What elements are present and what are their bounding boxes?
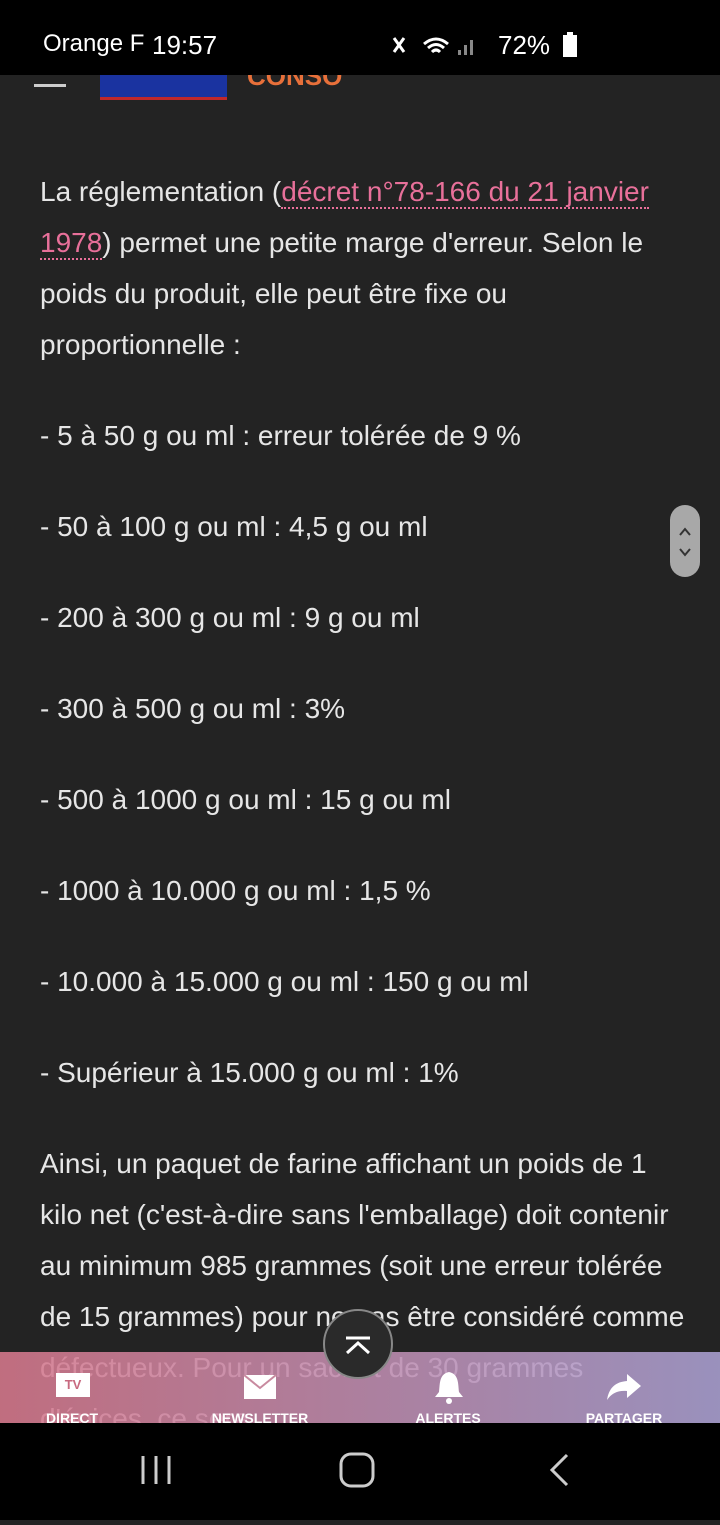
- list-item: - 1000 à 10.000 g ou ml : 1,5 %: [40, 875, 431, 906]
- tolerance-list: - 5 à 50 g ou ml : erreur tolérée de 9 %…: [40, 410, 685, 1098]
- intro-paragraph: La réglementation (décret n°78-166 du 21…: [40, 166, 685, 370]
- list-item: - 5 à 50 g ou ml : erreur tolérée de 9 %: [40, 420, 521, 451]
- menu-icon[interactable]: [34, 84, 66, 87]
- carrier: Orange F: [43, 30, 145, 57]
- list-item: - Supérieur à 15.000 g ou ml : 1%: [40, 1057, 459, 1088]
- nav-label[interactable]: DIRECT: [45, 1410, 99, 1423]
- list-item: - 200 à 300 g ou ml : 9 g ou ml: [40, 602, 420, 633]
- clock: 19:57: [152, 30, 218, 60]
- decree-link[interactable]: décret n°78-166 du 21 janvier 1978: [40, 176, 649, 260]
- section-name: CONSO: [247, 75, 343, 91]
- list-item: - 50 à 100 g ou ml : 4,5 g ou ml: [40, 511, 428, 542]
- recents-button[interactable]: [141, 1456, 171, 1484]
- battery-icon: [563, 32, 577, 57]
- app-header: CONSO: [0, 75, 720, 100]
- mail-icon[interactable]: [243, 1374, 277, 1400]
- list-item: - 500 à 1000 g ou ml : 15 g ou ml: [40, 784, 451, 815]
- scroll-handle[interactable]: [670, 505, 700, 577]
- list-item: - 300 à 500 g ou ml : 3%: [40, 693, 346, 724]
- text: ) permet une petite marge d'erreur. Selo…: [40, 227, 644, 360]
- logo[interactable]: [100, 75, 227, 100]
- battery-level: 72%: [498, 30, 551, 60]
- home-button[interactable]: [339, 1452, 375, 1488]
- status-bar: Orange F 19:57 72%: [0, 0, 720, 75]
- nav-label[interactable]: NEWSLETTER: [211, 1410, 309, 1423]
- nav-label[interactable]: PARTAGER: [585, 1410, 663, 1423]
- article-body: La réglementation (décret n°78-166 du 21…: [40, 166, 685, 1444]
- tv-icon[interactable]: TV: [55, 1372, 91, 1404]
- system-nav: [0, 1423, 720, 1520]
- back-button[interactable]: [549, 1453, 569, 1487]
- scroll-top-button[interactable]: [323, 1309, 393, 1379]
- share-icon[interactable]: [605, 1372, 643, 1402]
- text: La réglementation (: [40, 176, 282, 207]
- bell-icon[interactable]: [433, 1370, 465, 1404]
- tv-icon-text: TV: [65, 1377, 82, 1392]
- status-icons: [392, 37, 473, 55]
- nav-label[interactable]: ALERTES: [415, 1410, 481, 1423]
- list-item: - 10.000 à 15.000 g ou ml : 150 g ou ml: [40, 966, 529, 997]
